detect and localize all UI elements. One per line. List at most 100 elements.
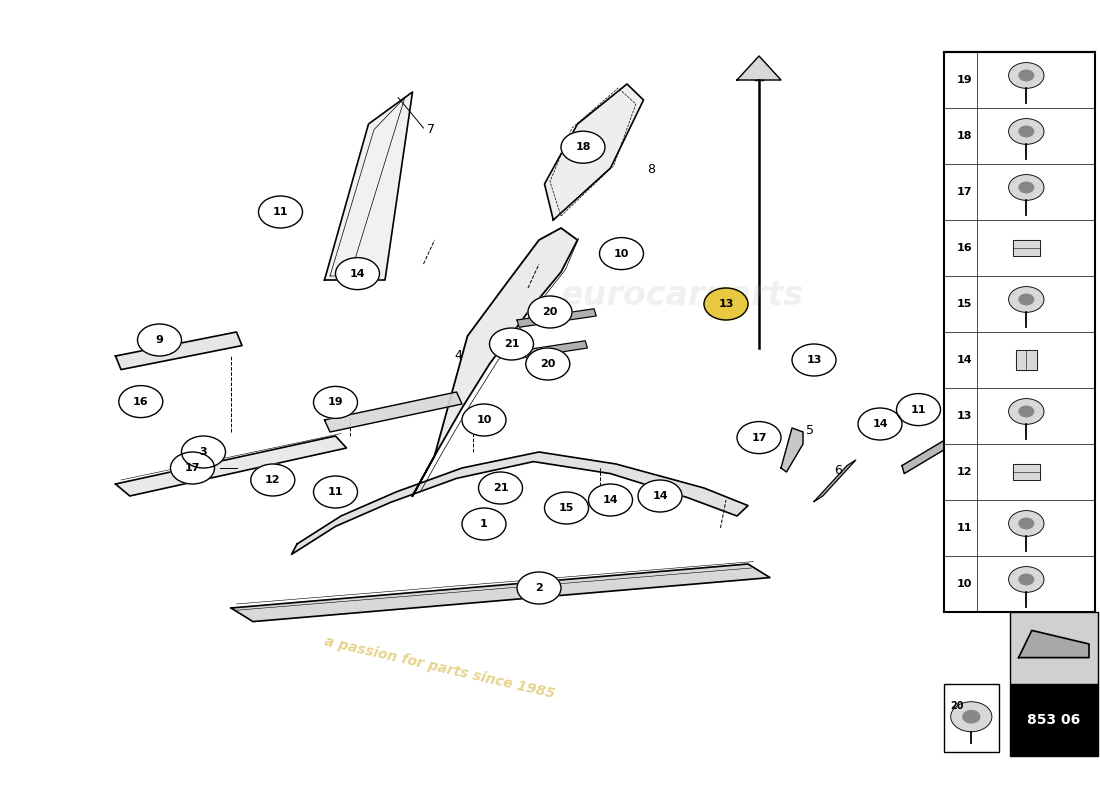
Circle shape — [1009, 510, 1044, 536]
Circle shape — [600, 238, 643, 270]
Circle shape — [336, 258, 380, 290]
Circle shape — [138, 324, 182, 356]
Circle shape — [314, 386, 358, 418]
Text: 18: 18 — [575, 142, 591, 152]
Bar — [944, 52, 1094, 612]
Polygon shape — [737, 56, 781, 80]
Text: 12: 12 — [265, 475, 280, 485]
Text: 10: 10 — [614, 249, 629, 258]
Bar — [1016, 350, 1036, 370]
Circle shape — [1009, 174, 1044, 200]
Text: 19: 19 — [957, 75, 972, 85]
Text: 11: 11 — [957, 523, 972, 533]
Polygon shape — [814, 460, 856, 502]
Text: 14: 14 — [603, 495, 618, 505]
Polygon shape — [116, 332, 242, 370]
Text: 21: 21 — [493, 483, 508, 493]
Circle shape — [517, 572, 561, 604]
Circle shape — [526, 348, 570, 380]
Circle shape — [1019, 406, 1034, 417]
Text: 2: 2 — [535, 583, 543, 593]
Circle shape — [478, 472, 522, 504]
Circle shape — [638, 480, 682, 512]
Polygon shape — [1019, 630, 1089, 658]
Circle shape — [561, 131, 605, 163]
Text: 15: 15 — [957, 299, 972, 309]
Text: 14: 14 — [872, 419, 888, 429]
Circle shape — [1019, 126, 1034, 137]
Text: 19: 19 — [328, 398, 343, 407]
Circle shape — [1009, 398, 1044, 424]
Circle shape — [251, 464, 295, 496]
Circle shape — [1019, 182, 1034, 193]
Text: 13: 13 — [957, 411, 972, 421]
Text: 18: 18 — [957, 131, 972, 141]
Text: 17: 17 — [751, 433, 767, 442]
Text: 21: 21 — [504, 339, 519, 349]
Text: 15: 15 — [559, 503, 574, 513]
Circle shape — [1019, 518, 1034, 529]
Circle shape — [258, 196, 303, 228]
Text: 16: 16 — [133, 397, 148, 406]
Bar — [1013, 240, 1040, 256]
Circle shape — [950, 702, 992, 732]
Circle shape — [528, 296, 572, 328]
Polygon shape — [292, 452, 748, 554]
Circle shape — [1019, 574, 1034, 585]
Circle shape — [737, 422, 781, 454]
Text: 7: 7 — [427, 123, 434, 136]
Polygon shape — [902, 436, 954, 474]
Circle shape — [462, 404, 506, 436]
Circle shape — [1019, 70, 1034, 81]
Circle shape — [858, 408, 902, 440]
Polygon shape — [781, 428, 803, 472]
Text: 14: 14 — [350, 269, 365, 278]
Circle shape — [1019, 294, 1034, 305]
Circle shape — [792, 344, 836, 376]
Text: 20: 20 — [950, 701, 964, 711]
Circle shape — [314, 476, 358, 508]
Bar — [944, 684, 999, 752]
Text: 17: 17 — [185, 463, 200, 473]
Text: 14: 14 — [652, 491, 668, 501]
Text: 11: 11 — [273, 207, 288, 217]
Circle shape — [962, 710, 980, 723]
Circle shape — [544, 492, 588, 524]
Text: 20: 20 — [542, 307, 558, 317]
Text: 14: 14 — [957, 355, 972, 365]
Text: 4: 4 — [454, 350, 462, 362]
Text: 13: 13 — [718, 299, 734, 309]
Circle shape — [704, 288, 748, 320]
Text: 10: 10 — [476, 415, 492, 425]
Text: 12: 12 — [957, 467, 972, 477]
Circle shape — [1009, 118, 1044, 144]
Text: 6: 6 — [834, 464, 842, 477]
Text: 16: 16 — [957, 243, 972, 253]
Text: 17: 17 — [957, 187, 972, 197]
Text: 3: 3 — [200, 447, 207, 457]
Circle shape — [1009, 286, 1044, 312]
Circle shape — [462, 508, 506, 540]
Text: 13: 13 — [806, 355, 822, 365]
Circle shape — [1009, 566, 1044, 592]
Bar — [1013, 240, 1040, 256]
Polygon shape — [116, 436, 346, 496]
Circle shape — [896, 394, 940, 426]
Circle shape — [170, 452, 214, 484]
Polygon shape — [544, 84, 644, 220]
Text: 853 06: 853 06 — [1027, 713, 1080, 727]
Bar — [1013, 464, 1040, 480]
Polygon shape — [231, 564, 770, 622]
Polygon shape — [324, 392, 462, 432]
Bar — [1010, 684, 1098, 756]
Bar — [1010, 612, 1098, 684]
Circle shape — [588, 484, 632, 516]
Text: 8: 8 — [647, 163, 654, 176]
Text: 11: 11 — [911, 405, 926, 414]
Polygon shape — [324, 92, 412, 280]
Text: a passion for parts since 1985: a passion for parts since 1985 — [323, 634, 557, 702]
Polygon shape — [512, 341, 587, 359]
Bar — [1016, 350, 1036, 370]
Circle shape — [490, 328, 534, 360]
Text: 1: 1 — [480, 519, 488, 529]
